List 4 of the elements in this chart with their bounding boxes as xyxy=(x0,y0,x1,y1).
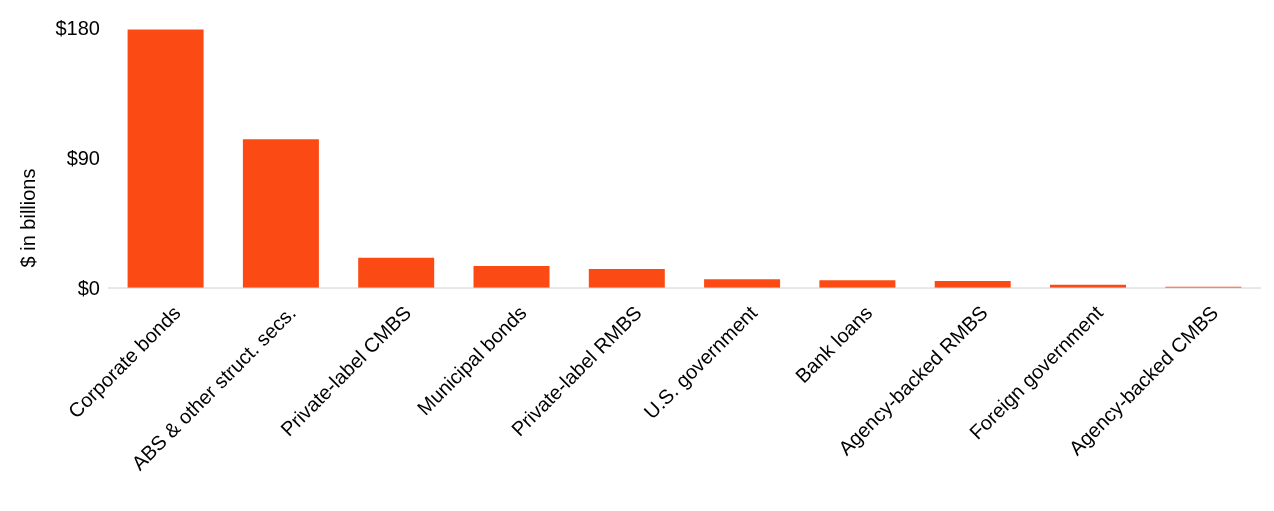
y-axis-title: $ in billions xyxy=(17,168,40,268)
y-tick-label: $0 xyxy=(77,277,100,300)
y-tick-label: $90 xyxy=(66,147,100,170)
y-tick-label: $180 xyxy=(55,17,100,40)
